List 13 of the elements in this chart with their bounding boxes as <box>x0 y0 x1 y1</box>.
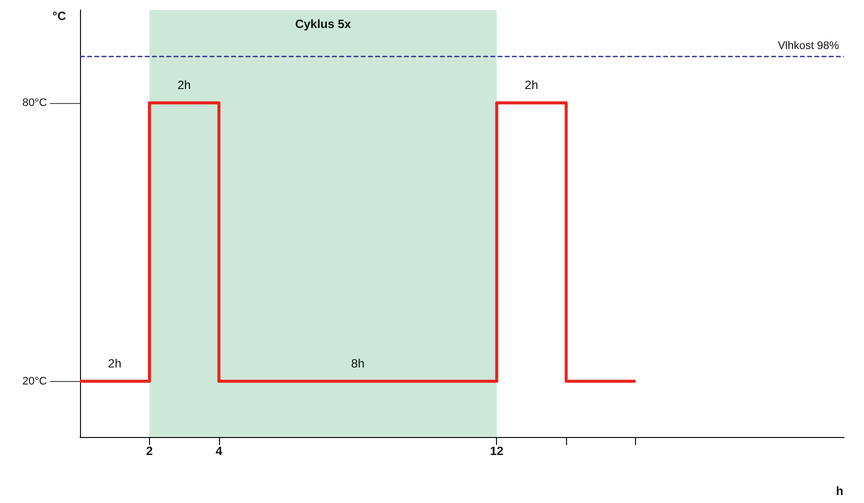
y-tick-label: 20°C <box>22 375 48 388</box>
x-tick-label: 12 <box>490 444 504 458</box>
y-axis-title: °C <box>52 9 66 23</box>
annotation: 2h <box>108 356 122 370</box>
x-tick-label: 2 <box>146 444 154 458</box>
x-axis-title: h <box>836 484 844 498</box>
x-tick-label: 4 <box>216 444 223 458</box>
band-label: Cyklus 5x <box>295 17 352 31</box>
annotation: 2h <box>524 78 538 92</box>
ref-line-label: Vlhkost 98% <box>778 40 840 52</box>
y-tick-label: 80°C <box>22 96 48 109</box>
annotation: 8h <box>351 356 364 370</box>
annotation: 2h <box>178 78 191 92</box>
